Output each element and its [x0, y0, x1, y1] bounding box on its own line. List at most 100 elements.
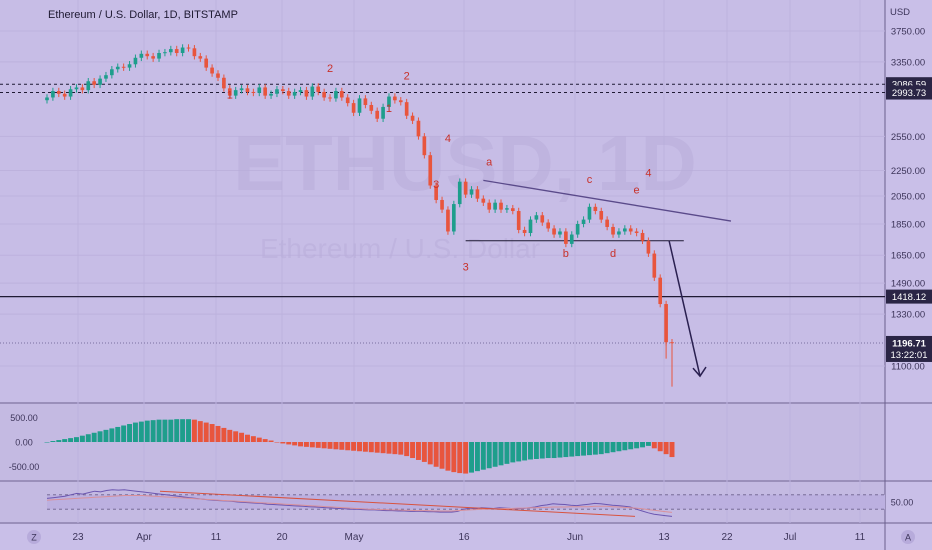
histogram-bar	[50, 441, 56, 442]
histogram-bar	[622, 442, 628, 451]
candle	[198, 56, 203, 59]
candle	[127, 64, 132, 68]
candle	[505, 208, 509, 210]
x-tick-label: Apr	[136, 532, 152, 543]
x-tick-label: Jul	[784, 532, 797, 543]
histogram-bar	[79, 435, 85, 442]
histogram-bar	[109, 428, 115, 442]
histogram-bar	[439, 442, 445, 469]
histogram-bar	[628, 442, 634, 450]
rsi-tick-label: 50.00	[891, 498, 914, 508]
rsi-band	[47, 494, 885, 510]
histogram-bar	[586, 442, 592, 456]
candle	[440, 199, 444, 210]
candle	[410, 115, 415, 121]
histogram-bar	[533, 442, 539, 459]
histogram-bar	[510, 442, 516, 463]
price-tick-label: 2250.00	[891, 166, 925, 177]
candle	[393, 96, 397, 101]
candle	[275, 89, 279, 94]
price-tick-label: 3750.00	[891, 27, 925, 38]
candle	[599, 211, 604, 220]
candle	[351, 103, 356, 113]
price-badge	[886, 289, 932, 304]
candle	[546, 222, 551, 229]
candle	[51, 91, 55, 98]
x-tick-label: 22	[721, 532, 733, 543]
histogram-bar	[528, 442, 533, 460]
histogram-bar	[374, 442, 380, 453]
histogram-bar	[250, 436, 256, 442]
wave-label: 4	[445, 133, 451, 145]
trendline	[483, 179, 732, 222]
histogram-bar	[262, 439, 268, 442]
histogram-bar	[292, 442, 298, 446]
candle	[534, 215, 539, 220]
candle	[316, 86, 321, 92]
candle	[139, 53, 144, 58]
forecast-arrow	[668, 240, 701, 377]
histogram-bar	[610, 442, 616, 453]
wave-label: d	[610, 248, 616, 260]
histogram-bar	[144, 420, 150, 442]
candle	[369, 105, 374, 111]
candle	[298, 90, 303, 92]
candle	[92, 81, 96, 85]
price-badge-label: 2993.73	[892, 88, 926, 99]
candle	[239, 88, 244, 91]
candle	[416, 120, 421, 137]
candle	[74, 87, 79, 90]
candle	[434, 185, 438, 200]
candle	[552, 228, 556, 235]
histogram-bar	[404, 442, 410, 457]
histogram-bar	[339, 442, 345, 450]
candle	[499, 202, 503, 210]
histogram-bar	[480, 442, 486, 470]
price-tick-label: 3350.00	[891, 57, 925, 68]
candle	[80, 87, 85, 91]
histogram-bar	[445, 442, 451, 471]
candle	[516, 211, 521, 230]
candle	[62, 93, 67, 97]
histogram-bar	[592, 442, 598, 455]
histogram-bar	[504, 442, 510, 464]
histogram-bar	[103, 429, 109, 442]
candle	[45, 97, 49, 101]
candle	[528, 219, 533, 233]
histogram-bar	[85, 434, 91, 442]
histogram-bar	[516, 442, 522, 462]
candle	[110, 69, 114, 76]
price-tick-label: 2550.00	[891, 132, 925, 143]
histogram-bar	[239, 432, 245, 442]
x-tick-label: Jun	[567, 532, 583, 543]
histogram-bar	[469, 442, 475, 473]
histogram-bar	[557, 442, 563, 458]
histogram-bar	[327, 442, 333, 449]
auto-scale-button[interactable]	[901, 530, 915, 544]
histogram-bar	[68, 438, 74, 442]
wave-label: 1	[386, 103, 392, 115]
candle	[180, 47, 185, 54]
histogram-bar	[74, 437, 79, 442]
candle	[605, 219, 609, 227]
wave-label: 1	[227, 89, 233, 101]
rsi-line	[46, 495, 673, 513]
histogram-bar	[474, 442, 480, 472]
x-tick-label: 11	[855, 532, 866, 543]
zoom-button[interactable]	[27, 530, 41, 544]
candle	[357, 98, 362, 113]
candle	[628, 228, 633, 232]
candle	[281, 89, 285, 92]
histogram-bar	[421, 442, 427, 462]
candle	[652, 253, 657, 278]
price-tick-label: 1490.00	[891, 279, 925, 290]
candle	[617, 231, 621, 235]
candle	[233, 90, 238, 96]
candle	[540, 215, 545, 223]
histogram-bar	[274, 442, 280, 443]
histogram-bar	[227, 429, 233, 442]
x-tick-label: 23	[72, 532, 84, 543]
histogram-bar	[551, 442, 557, 459]
candle	[446, 209, 450, 232]
